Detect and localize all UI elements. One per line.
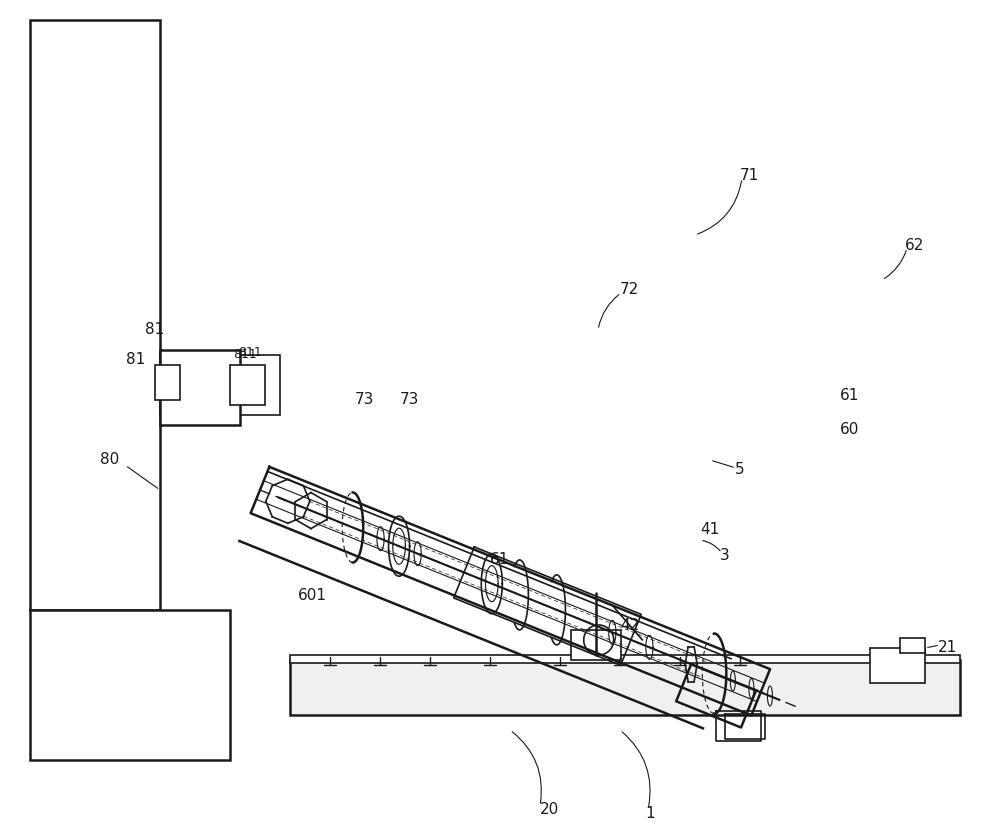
Text: 61: 61 (490, 553, 509, 567)
Text: 21: 21 (938, 640, 957, 656)
Text: 5: 5 (735, 463, 745, 477)
Bar (870, 648, 925, 683)
Text: 72: 72 (620, 282, 639, 297)
Text: 73: 73 (355, 392, 374, 407)
Bar (290, 655, 960, 663)
Text: 73: 73 (400, 392, 419, 407)
Bar (900, 638, 925, 653)
Text: 81: 81 (145, 322, 164, 338)
Text: 61: 61 (840, 387, 859, 402)
Text: 71: 71 (740, 168, 759, 183)
Text: 41: 41 (700, 523, 719, 538)
Text: 80: 80 (100, 453, 119, 468)
Bar (155, 365, 180, 400)
Text: 62: 62 (905, 238, 924, 253)
Bar (571, 630, 621, 660)
Text: 811: 811 (233, 349, 257, 362)
Text: 81: 81 (126, 353, 145, 368)
Bar (230, 365, 265, 405)
Bar (160, 355, 280, 415)
Bar (160, 350, 240, 425)
Text: 20: 20 (540, 803, 559, 818)
Bar (30, 610, 230, 760)
Text: 3: 3 (720, 548, 730, 563)
Text: 60: 60 (840, 423, 859, 438)
Text: 42: 42 (620, 618, 639, 633)
Text: 601: 601 (298, 587, 327, 602)
Bar (30, 20, 160, 610)
Text: 1: 1 (645, 806, 655, 822)
Bar (290, 660, 960, 715)
Text: 811: 811 (238, 345, 262, 358)
